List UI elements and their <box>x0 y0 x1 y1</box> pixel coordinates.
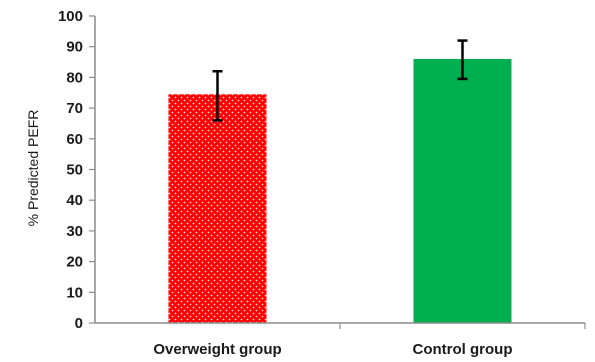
y-tick-label: 20 <box>66 254 83 271</box>
y-tick-label: 70 <box>66 100 83 117</box>
y-tick-label: 30 <box>66 223 83 240</box>
y-tick-label: 0 <box>75 315 83 332</box>
x-category-label: Control group <box>413 341 513 358</box>
y-tick-label: 100 <box>58 8 83 25</box>
y-tick-label: 80 <box>66 69 83 86</box>
y-axis-label: % Predicted PEFR <box>25 110 41 227</box>
y-tick-label: 50 <box>66 162 83 179</box>
y-tick-label: 60 <box>66 131 83 148</box>
bar-control-group <box>413 58 512 323</box>
x-category-label: Overweight group <box>153 341 281 358</box>
y-tick-label: 90 <box>66 39 83 56</box>
bar-overweight-group <box>168 94 267 323</box>
y-tick-label: 40 <box>66 192 83 209</box>
y-tick-label: 10 <box>66 284 83 301</box>
